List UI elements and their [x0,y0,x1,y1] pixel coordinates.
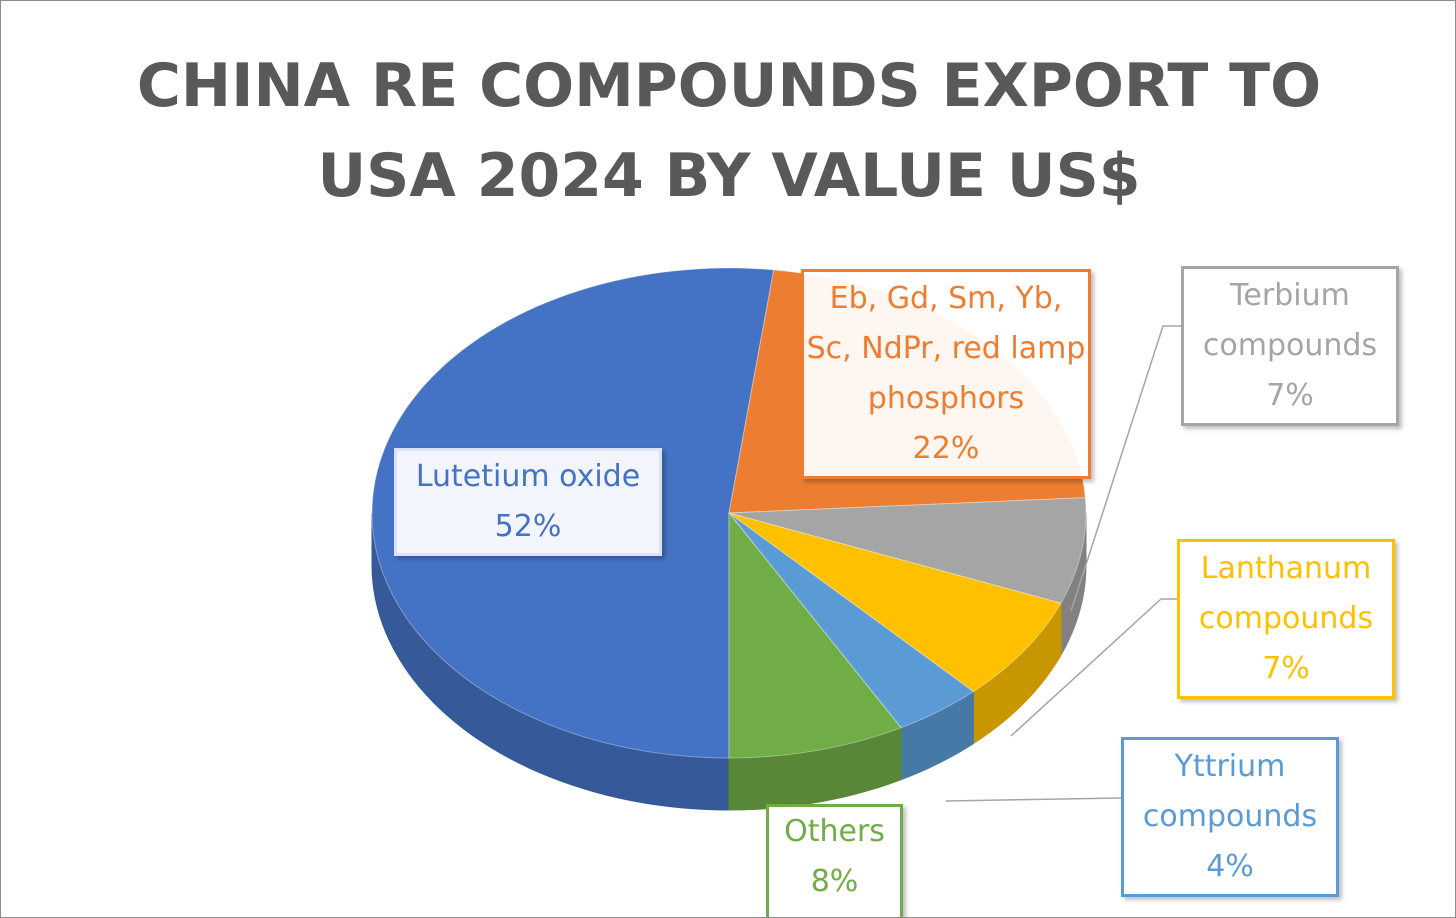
data-label: Yttrium compounds 4% [1121,737,1339,897]
slice [728,512,1062,693]
slice [728,511,902,759]
label-name: Yttrium compounds [1142,749,1318,835]
label-value: 7% [1266,377,1314,413]
leader-line [1070,325,1181,612]
label-value: 22% [912,430,980,466]
label-name: Lanthanum compounds [1198,551,1374,637]
chart-title: CHINA RE COMPOUNDS EXPORT TO USA 2024 BY… [136,51,1322,211]
label-value: 8% [810,863,859,899]
data-label: Terbium compounds 7% [1181,266,1399,426]
label-name: Lutetium oxide [415,459,641,495]
data-label: Eb, Gd, Sm, Yb, Sc, NdPr, red lamp phosp… [801,269,1091,479]
data-label: Others 8% [766,804,903,917]
data-label: Lanthanum compounds 7% [1177,539,1395,699]
label-value: 7% [1262,650,1310,686]
label-name: Others [784,814,885,849]
slice-side [371,512,730,811]
slice [728,512,975,729]
label-name: Eb, Gd, Sm, Yb, Sc, NdPr, red lamp phosp… [806,281,1086,416]
leader-line [1010,598,1177,737]
label-value: 4% [1206,848,1254,884]
data-label: Lutetium oxide 52% [394,448,662,556]
label-name: Terbium compounds [1202,278,1378,364]
label-value: 52% [494,509,562,544]
slice [728,497,1087,604]
leader-line [945,797,1122,802]
